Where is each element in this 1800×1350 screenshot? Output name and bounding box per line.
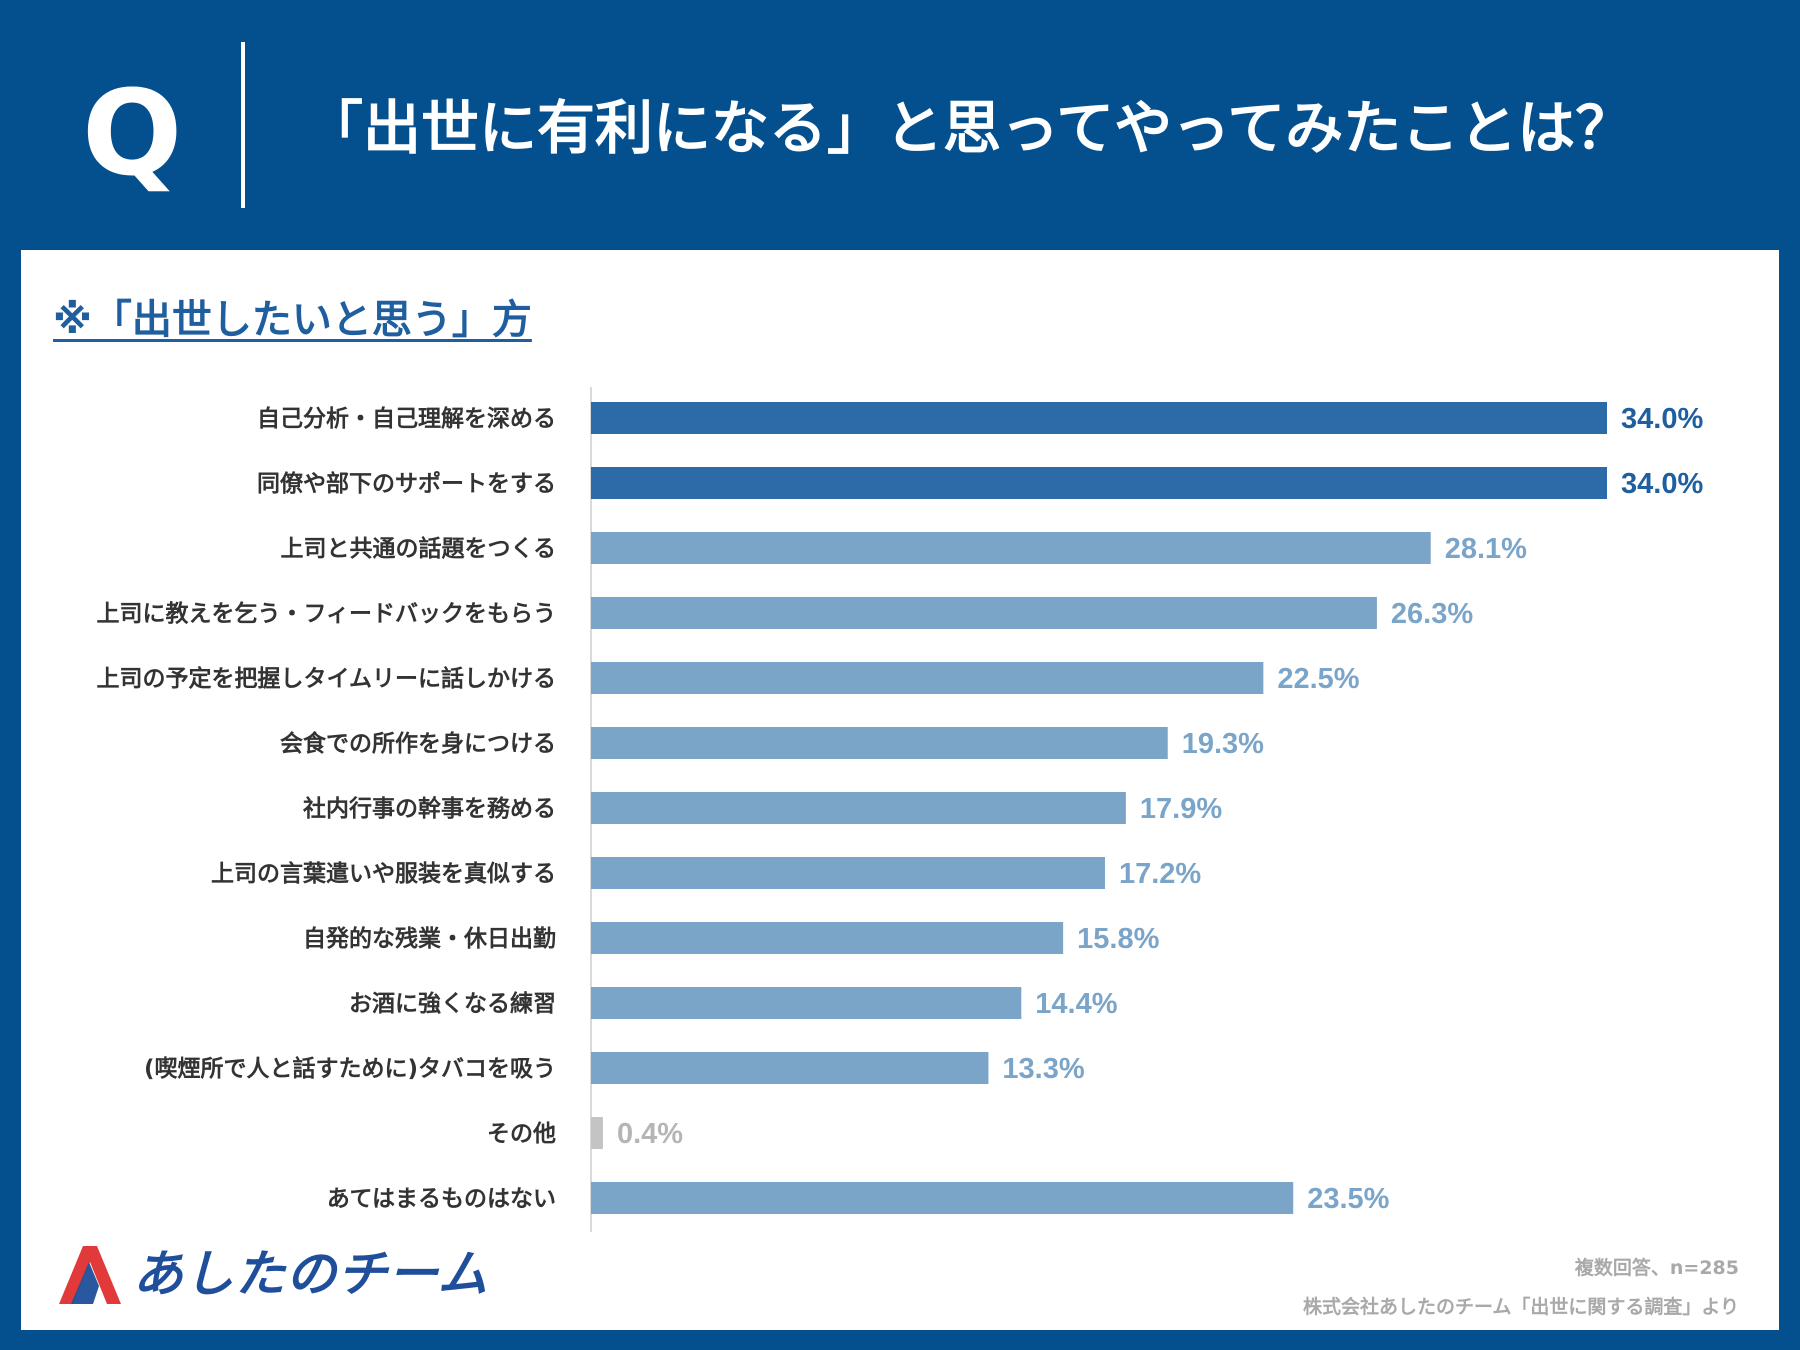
bar [591,857,1105,889]
category-label: その他 [487,1121,556,1147]
category-label: 上司に教えを乞う・フィードバックをもらう [96,600,556,627]
bar [591,1117,603,1149]
bar [591,467,1607,499]
question-mark-label: Q [82,64,183,202]
bar [591,727,1168,759]
value-label: 26.3% [1391,598,1473,630]
category-label: 上司と共通の話題をつくる [280,535,556,562]
category-label: あてはまるものはない [327,1186,556,1212]
value-label: 19.3% [1182,728,1264,760]
category-label: 上司の言葉遣いや服装を真似する [211,860,556,887]
category-label: 同僚や部下のサポートをする [257,470,556,497]
category-label: 社内行事の幹事を務める [303,795,556,822]
chart-subtitle: ※「出世したいと思う」方 [53,297,532,343]
value-label: 14.4% [1035,988,1117,1020]
value-label: 28.1% [1445,533,1527,565]
bar [591,597,1377,629]
bar [591,987,1022,1019]
bar [591,1182,1294,1214]
chart-panel: ※「出世したいと思う」方 自己分析・自己理解を深める 34.0% 同僚や部下のサポー… [21,250,1779,1330]
value-label: 17.2% [1119,858,1201,890]
value-label: 22.5% [1277,663,1359,695]
page-title: 「出世に有利になる」と思ってやってみたことは？ [305,94,1634,162]
value-label: 34.0% [1621,468,1703,500]
value-label: 23.5% [1307,1183,1389,1215]
category-label: 自発的な残業・休日出勤 [303,925,556,952]
logo-text: あしたのチーム [133,1245,489,1303]
sample-note: 複数回答、n=285 [1574,1257,1739,1279]
value-label: 0.4% [617,1118,683,1150]
logo-mark-icon [59,1246,121,1304]
bar [591,532,1431,564]
value-label: 17.9% [1140,793,1222,825]
category-label: 会食での所作を身につける [280,730,556,757]
company-logo: あしたのチーム [49,1238,488,1312]
bar [591,792,1126,824]
bar [591,1052,989,1084]
category-label: 上司の予定を把握しタイムリーに話しかける [96,665,556,692]
value-label: 15.8% [1077,923,1159,955]
bar-chart: 自己分析・自己理解を深める 34.0% 同僚や部下のサポートをする 34.0% 上司と共… [96,387,1703,1232]
category-label: (喫煙所で人と話すために)タバコを吸う [144,1055,556,1082]
value-label: 13.3% [1002,1053,1084,1085]
bar [591,922,1064,954]
header: Q 「出世に有利になる」と思ってやってみたことは？ [0,0,1800,250]
bar [591,402,1607,434]
bar [591,662,1264,694]
value-label: 34.0% [1621,403,1703,435]
source-note: 株式会社あしたのチーム「出世に関する調査」より [1302,1296,1739,1318]
header-divider [241,42,245,208]
category-label: 自己分析・自己理解を深める [257,405,556,432]
category-label: お酒に強くなる練習 [349,990,556,1017]
